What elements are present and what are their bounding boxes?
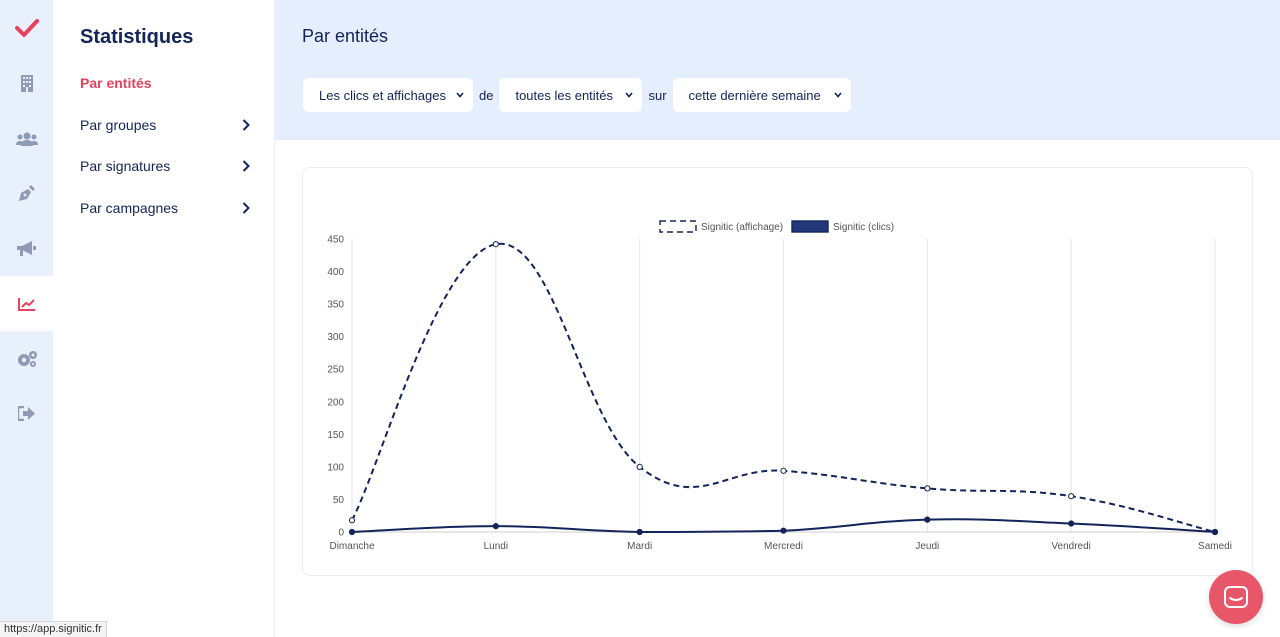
rail-home-logo[interactable] — [0, 0, 53, 55]
filter-joiner-de: de — [479, 87, 494, 103]
y-tick-label: 350 — [327, 300, 344, 311]
data-point-affichage — [780, 467, 787, 474]
period-select[interactable]: cette dernière semaine — [672, 78, 851, 112]
series-line-affichage — [351, 243, 1216, 533]
sidebar-item-par-signatures[interactable]: Par signatures — [80, 153, 250, 179]
sidebar-item-label: Par entités — [80, 75, 152, 91]
legend-label-affichage: Signitic (affichage) — [701, 222, 783, 233]
sidebar-item-label: Par groupes — [80, 117, 157, 133]
icon-rail — [0, 0, 53, 637]
scope-select[interactable]: toutes les entités — [499, 78, 643, 112]
y-tick-label: 200 — [327, 397, 344, 408]
chart-card: 0 50 100 150 200 250 300 350 400 450 Dimanche Lundi… — [302, 167, 1253, 576]
y-tick-label: 0 — [338, 528, 344, 539]
y-tick-label: 250 — [327, 365, 344, 376]
sidebar-item-label: Par signatures — [80, 158, 171, 174]
rail-groups[interactable] — [0, 111, 53, 166]
x-tick-label: Vendredi — [1051, 541, 1090, 552]
check-logo-icon — [14, 18, 39, 37]
chevron-down-icon — [833, 92, 842, 98]
sign-out-icon — [18, 406, 35, 421]
chevron-right-icon — [242, 202, 250, 214]
y-tick-label: 150 — [327, 430, 344, 441]
sidebar-item-par-campagnes[interactable]: Par campagnes — [80, 195, 250, 221]
metric-select-value: Les clics et affichages — [319, 87, 446, 103]
x-tick-label: Mercredi — [764, 541, 803, 552]
y-tick-label: 100 — [327, 462, 344, 473]
pen-nib-icon — [19, 185, 35, 201]
data-point-affichage — [636, 463, 643, 470]
data-point-clics — [1211, 528, 1219, 536]
chevron-right-icon — [242, 119, 250, 131]
data-point-clics — [348, 528, 356, 536]
data-point-clics — [924, 516, 931, 523]
filters-header: Par entités Les clics et affichages de t… — [275, 0, 1280, 140]
data-point-affichage — [492, 241, 499, 248]
sidebar-item-label: Par campagnes — [80, 200, 179, 216]
line-chart: 0 50 100 150 200 250 300 350 400 450 Dimanche Lundi… — [327, 220, 1232, 552]
scope-select-value: toutes les entités — [515, 87, 614, 103]
legend-label-clics: Signitic (clics) — [833, 222, 894, 233]
rail-settings[interactable] — [0, 331, 53, 386]
data-point-affichage — [1068, 493, 1075, 500]
rail-logout[interactable] — [0, 386, 53, 441]
chart-line-icon — [17, 297, 35, 311]
chevron-right-icon — [242, 160, 250, 172]
period-select-value: cette dernière semaine — [688, 87, 821, 103]
data-point-clics — [492, 523, 499, 530]
rail-statistics[interactable] — [0, 276, 53, 331]
legend-swatch-affichage — [659, 220, 697, 233]
rail-entities[interactable] — [0, 56, 53, 111]
y-tick-label: 400 — [327, 267, 344, 278]
chat-icon — [1224, 586, 1248, 608]
x-tick-label: Dimanche — [329, 541, 374, 552]
rail-signatures[interactable] — [0, 166, 53, 221]
building-icon — [20, 75, 33, 92]
x-tick-label: Jeudi — [915, 541, 939, 552]
data-point-clics — [780, 527, 787, 534]
sidebar-item-par-entites[interactable]: Par entités — [80, 70, 250, 96]
sidebar-item-par-groupes[interactable]: Par groupes — [80, 112, 250, 138]
x-tick-label: Samedi — [1198, 541, 1232, 552]
sidebar: Statistiques Par entités Par groupes Par… — [53, 0, 275, 637]
data-point-clics — [636, 528, 643, 536]
megaphone-icon — [17, 240, 36, 256]
metric-select[interactable]: Les clics et affichages — [303, 78, 473, 112]
users-icon — [15, 132, 38, 146]
legend-swatch-clics — [791, 220, 829, 233]
chevron-down-icon — [456, 92, 464, 98]
data-point-clics — [1068, 520, 1075, 527]
data-point-affichage — [924, 485, 931, 492]
chat-launcher-button[interactable] — [1209, 570, 1263, 624]
y-tick-label: 450 — [327, 235, 344, 246]
cogs-icon — [17, 350, 37, 367]
status-bar-url: https://app.signitic.fr — [0, 621, 107, 637]
y-tick-label: 50 — [333, 495, 345, 506]
chevron-down-icon — [625, 92, 634, 98]
y-tick-label: 300 — [327, 332, 344, 343]
rail-campaigns[interactable] — [0, 221, 53, 276]
sidebar-title: Statistiques — [80, 26, 194, 48]
filter-sentence: Les clics et affichages de toutes les en… — [303, 78, 851, 112]
x-tick-label: Lundi — [484, 541, 508, 552]
data-point-affichage — [348, 517, 356, 524]
filter-joiner-sur: sur — [648, 87, 667, 103]
page-title: Par entités — [302, 26, 389, 46]
x-tick-label: Mardi — [627, 541, 652, 552]
